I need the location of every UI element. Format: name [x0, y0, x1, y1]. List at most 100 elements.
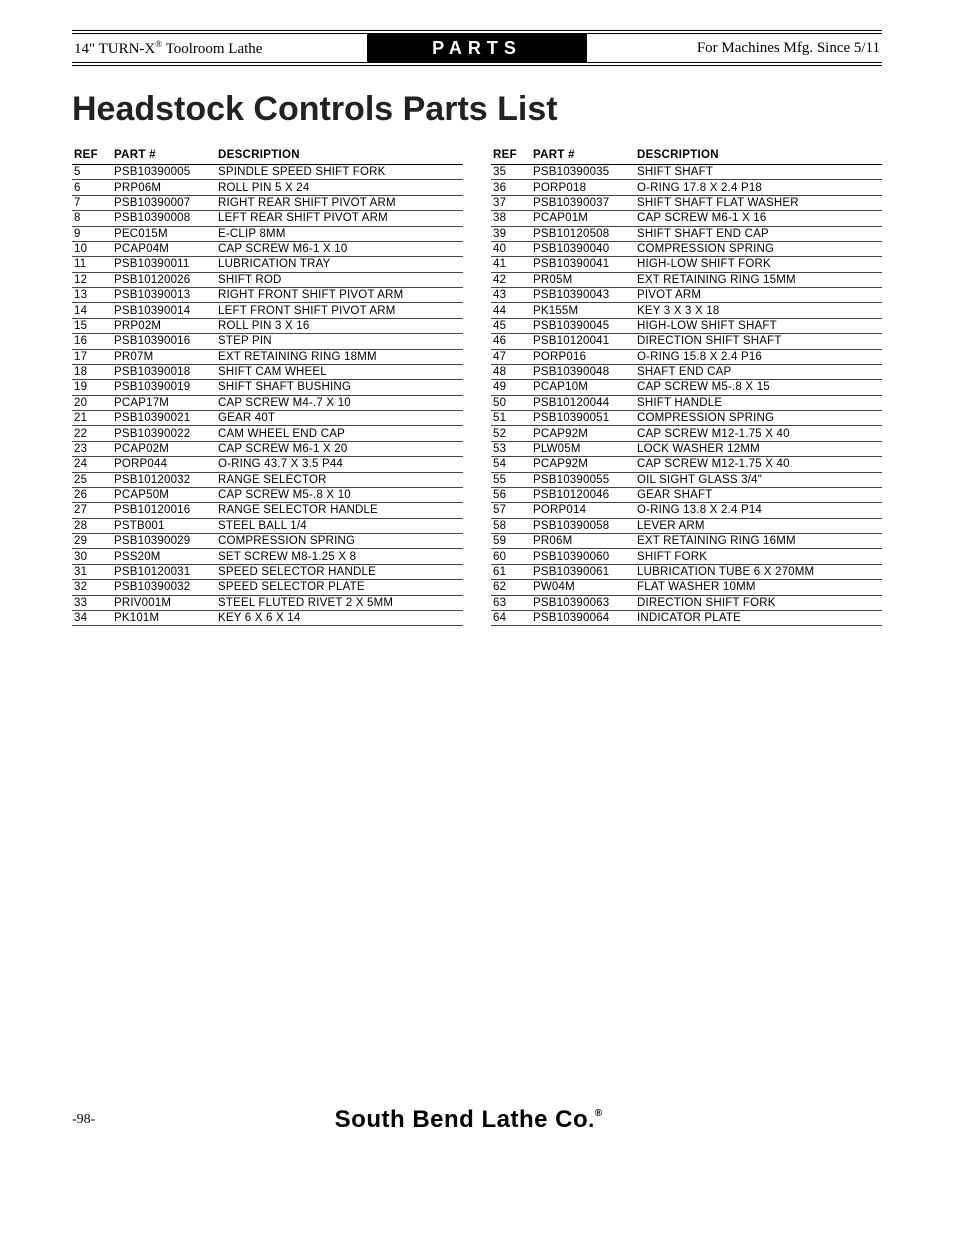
cell-desc: DIRECTION SHIFT FORK — [635, 595, 882, 610]
cell-desc: ROLL PIN 3 X 16 — [216, 318, 463, 333]
table-row: 34PK101MKEY 6 X 6 X 14 — [72, 610, 463, 625]
cell-ref: 25 — [72, 472, 112, 487]
cell-ref: 59 — [491, 534, 531, 549]
cell-ref: 35 — [491, 165, 531, 180]
cell-desc: O-RING 13.8 X 2.4 P14 — [635, 503, 882, 518]
cell-part: PSB10390021 — [112, 411, 216, 426]
cell-desc: LEFT REAR SHIFT PIVOT ARM — [216, 211, 463, 226]
cell-desc: STEP PIN — [216, 334, 463, 349]
cell-ref: 39 — [491, 226, 531, 241]
header-center: PARTS — [367, 34, 587, 62]
table-row: 49PCAP10MCAP SCREW M5-.8 X 15 — [491, 380, 882, 395]
cell-ref: 20 — [72, 395, 112, 410]
table-row: 38PCAP01MCAP SCREW M6-1 X 16 — [491, 211, 882, 226]
cell-part: PCAP01M — [531, 211, 635, 226]
page-title: Headstock Controls Parts List — [72, 90, 882, 129]
cell-ref: 36 — [491, 180, 531, 195]
cell-part: PORP018 — [531, 180, 635, 195]
table-row: 60PSB10390060SHIFT FORK — [491, 549, 882, 564]
cell-desc: CAP SCREW M12-1.75 X 40 — [635, 426, 882, 441]
cell-desc: STEEL FLUTED RIVET 2 X 5MM — [216, 595, 463, 610]
cell-ref: 32 — [72, 580, 112, 595]
cell-part: PCAP92M — [531, 426, 635, 441]
cell-part: PR07M — [112, 349, 216, 364]
table-row: 26PCAP50MCAP SCREW M5-.8 X 10 — [72, 487, 463, 502]
cell-ref: 31 — [72, 564, 112, 579]
cell-ref: 60 — [491, 549, 531, 564]
table-row: 25PSB10120032RANGE SELECTOR — [72, 472, 463, 487]
parts-table-left: REF PART # DESCRIPTION 5PSB10390005SPIND… — [72, 147, 463, 626]
cell-desc: COMPRESSION SPRING — [635, 241, 882, 256]
cell-desc: LUBRICATION TUBE 6 X 270MM — [635, 564, 882, 579]
cell-part: PSS20M — [112, 549, 216, 564]
cell-desc: FLAT WASHER 10MM — [635, 580, 882, 595]
cell-ref: 17 — [72, 349, 112, 364]
cell-part: PSB10390018 — [112, 364, 216, 379]
cell-desc: CAP SCREW M5-.8 X 10 — [216, 487, 463, 502]
cell-ref: 41 — [491, 257, 531, 272]
cell-ref: 61 — [491, 564, 531, 579]
table-row: 50PSB10120044SHIFT HANDLE — [491, 395, 882, 410]
cell-ref: 54 — [491, 457, 531, 472]
cell-ref: 9 — [72, 226, 112, 241]
cell-part: PSB10390040 — [531, 241, 635, 256]
cell-ref: 64 — [491, 610, 531, 625]
cell-part: PSB10120041 — [531, 334, 635, 349]
cell-ref: 33 — [72, 595, 112, 610]
cell-part: PSB10120026 — [112, 272, 216, 287]
table-row: 45PSB10390045HIGH-LOW SHIFT SHAFT — [491, 318, 882, 333]
cell-desc: SPEED SELECTOR HANDLE — [216, 564, 463, 579]
table-row: 43PSB10390043PIVOT ARM — [491, 288, 882, 303]
cell-ref: 26 — [72, 487, 112, 502]
parts-tables: REF PART # DESCRIPTION 5PSB10390005SPIND… — [72, 147, 882, 626]
cell-part: PSB10390029 — [112, 534, 216, 549]
cell-part: PCAP92M — [531, 457, 635, 472]
table-row: 52PCAP92MCAP SCREW M12-1.75 X 40 — [491, 426, 882, 441]
cell-part: PSB10390064 — [531, 610, 635, 625]
cell-part: PK101M — [112, 610, 216, 625]
cell-part: PK155M — [531, 303, 635, 318]
cell-desc: RANGE SELECTOR — [216, 472, 463, 487]
cell-desc: KEY 3 X 3 X 18 — [635, 303, 882, 318]
cell-part: PEC015M — [112, 226, 216, 241]
table-row: 42PR05MEXT RETAINING RING 15MM — [491, 272, 882, 287]
cell-desc: CAP SCREW M4-.7 X 10 — [216, 395, 463, 410]
cell-part: PSB10390048 — [531, 364, 635, 379]
footer-page-number: -98- — [72, 1112, 95, 1128]
table-row: 21PSB10390021GEAR 40T — [72, 411, 463, 426]
table-row: 37PSB10390037SHIFT SHAFT FLAT WASHER — [491, 195, 882, 210]
cell-part: PSTB001 — [112, 518, 216, 533]
cell-desc: RIGHT REAR SHIFT PIVOT ARM — [216, 195, 463, 210]
table-row: 54PCAP92MCAP SCREW M12-1.75 X 40 — [491, 457, 882, 472]
table-row: 11PSB10390011LUBRICATION TRAY — [72, 257, 463, 272]
cell-desc: CAP SCREW M5-.8 X 15 — [635, 380, 882, 395]
page-header: 14" TURN-X® Toolroom Lathe PARTS For Mac… — [72, 33, 882, 63]
cell-ref: 34 — [72, 610, 112, 625]
cell-part: PSB10390041 — [531, 257, 635, 272]
table-row: 58PSB10390058LEVER ARM — [491, 518, 882, 533]
col-part: PART # — [112, 147, 216, 165]
cell-part: PR06M — [531, 534, 635, 549]
cell-desc: OIL SIGHT GLASS 3/4" — [635, 472, 882, 487]
cell-part: PSB10390016 — [112, 334, 216, 349]
cell-part: PLW05M — [531, 441, 635, 456]
cell-part: PSB10120046 — [531, 487, 635, 502]
col-ref: REF — [491, 147, 531, 165]
cell-ref: 51 — [491, 411, 531, 426]
cell-desc: HIGH-LOW SHIFT FORK — [635, 257, 882, 272]
cell-part: PW04M — [531, 580, 635, 595]
cell-desc: SHIFT HANDLE — [635, 395, 882, 410]
table-row: 24PORP044O-RING 43.7 X 3.5 P44 — [72, 457, 463, 472]
cell-part: PSB10120016 — [112, 503, 216, 518]
cell-desc: DIRECTION SHIFT SHAFT — [635, 334, 882, 349]
cell-part: PSB10120044 — [531, 395, 635, 410]
col-desc: DESCRIPTION — [216, 147, 463, 165]
cell-desc: CAP SCREW M6-1 X 10 — [216, 241, 463, 256]
cell-part: PR05M — [531, 272, 635, 287]
cell-part: PSB10390013 — [112, 288, 216, 303]
cell-part: PSB10390032 — [112, 580, 216, 595]
cell-desc: EXT RETAINING RING 16MM — [635, 534, 882, 549]
cell-part: PSB10390045 — [531, 318, 635, 333]
table-row: 27PSB10120016RANGE SELECTOR HANDLE — [72, 503, 463, 518]
cell-desc: SPEED SELECTOR PLATE — [216, 580, 463, 595]
